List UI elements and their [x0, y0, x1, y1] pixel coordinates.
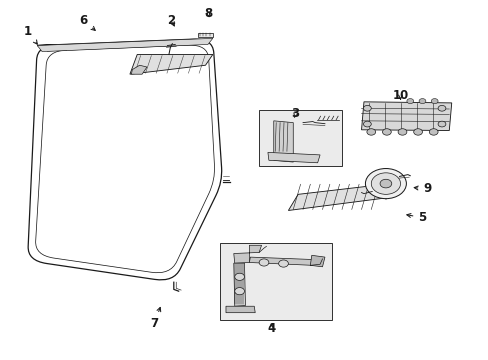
- Text: 4: 4: [266, 322, 275, 335]
- Circle shape: [382, 129, 390, 135]
- Polygon shape: [288, 184, 390, 211]
- Circle shape: [397, 129, 406, 135]
- Circle shape: [363, 105, 370, 111]
- Circle shape: [430, 99, 437, 104]
- Circle shape: [363, 121, 370, 127]
- Circle shape: [437, 121, 445, 127]
- Text: 2: 2: [167, 14, 175, 27]
- Polygon shape: [225, 306, 255, 313]
- Text: 8: 8: [203, 7, 212, 20]
- Circle shape: [413, 129, 422, 135]
- Circle shape: [418, 99, 425, 104]
- Text: 10: 10: [391, 89, 408, 102]
- Text: 3: 3: [291, 107, 299, 120]
- Polygon shape: [249, 257, 315, 265]
- Text: 1: 1: [23, 25, 37, 44]
- Circle shape: [278, 260, 288, 267]
- Polygon shape: [233, 263, 245, 306]
- Polygon shape: [198, 33, 212, 37]
- Circle shape: [259, 259, 268, 266]
- Bar: [220, 243, 331, 320]
- Circle shape: [379, 179, 391, 188]
- Text: 6: 6: [80, 14, 95, 30]
- Polygon shape: [37, 39, 212, 51]
- Circle shape: [370, 173, 400, 194]
- Polygon shape: [131, 65, 147, 74]
- Polygon shape: [361, 102, 451, 131]
- Circle shape: [406, 99, 413, 104]
- Polygon shape: [273, 121, 293, 162]
- Text: 9: 9: [413, 183, 430, 195]
- Text: 7: 7: [150, 307, 161, 330]
- Text: 5: 5: [406, 211, 426, 224]
- Polygon shape: [233, 245, 261, 263]
- Circle shape: [428, 129, 437, 135]
- Polygon shape: [130, 54, 212, 74]
- Polygon shape: [267, 152, 320, 163]
- Circle shape: [366, 129, 375, 135]
- Circle shape: [234, 273, 244, 280]
- Circle shape: [365, 168, 406, 199]
- Circle shape: [234, 288, 244, 295]
- Polygon shape: [310, 255, 325, 267]
- Circle shape: [437, 105, 445, 111]
- Bar: [259, 110, 341, 166]
